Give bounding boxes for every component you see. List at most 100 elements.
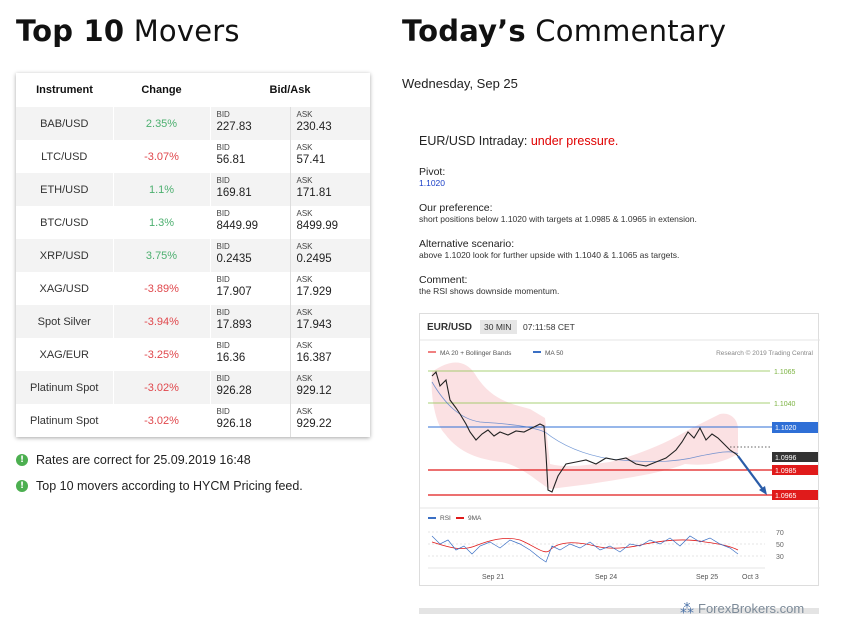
change-cell: -3.07% <box>113 140 211 173</box>
ask-cell: ASK 230.43 <box>290 107 370 140</box>
alternative-text: above 1.1020 look for further upside wit… <box>419 250 680 260</box>
chart-scrollbar <box>419 608 819 614</box>
table-row: XRP/USD 3.75% BID 0.2435 ASK 0.2495 <box>16 239 370 272</box>
bid-value: 926.28 <box>216 384 252 397</box>
instrument-cell: Platinum Spot <box>16 371 114 404</box>
rsi-level-50: 50 <box>776 542 784 549</box>
column-header-change: Change <box>113 73 210 107</box>
forexbrokers-logo-icon: ⁂ <box>680 600 694 616</box>
bid-cell: BID 926.28 <box>210 371 291 404</box>
rsi-ma-line <box>431 538 739 553</box>
change-cell: 2.35% <box>113 107 211 140</box>
table-row: Spot Silver -3.94% BID 17.893 ASK 17.943 <box>16 305 370 338</box>
bid-label: BID <box>216 175 230 185</box>
bid-cell: BID 16.36 <box>210 338 291 371</box>
current-price-label: 1.0996 <box>775 455 797 462</box>
bid-value: 0.2435 <box>216 252 252 265</box>
bid-cell: BID 926.18 <box>210 404 291 437</box>
x-label-oct3: Oct 3 <box>742 574 759 581</box>
bid-value: 56.81 <box>216 153 246 166</box>
rates-note-text: Rates are correct for 25.09.2019 16:48 <box>36 453 251 467</box>
ask-value: 57.41 <box>296 153 326 166</box>
instrument-cell: Spot Silver <box>16 305 114 338</box>
chart-svg: EUR/USD 30 MIN 07:11:58 CET MA 20 + Boll… <box>420 320 820 581</box>
bid-label: BID <box>216 340 230 350</box>
timeframe-badge <box>480 320 517 334</box>
ask-cell: ASK 171.81 <box>290 173 370 206</box>
ask-label: ASK <box>296 241 313 251</box>
change-cell: -3.02% <box>113 404 211 437</box>
bid-label: BID <box>216 274 230 284</box>
commentary-body: EUR/USD Intraday: under pressure. Pivot:… <box>419 134 819 297</box>
bid-cell: BID 17.907 <box>210 272 291 305</box>
change-cell: 1.1% <box>113 173 211 206</box>
ask-cell: ASK 0.2495 <box>290 239 370 272</box>
comment-label: Comment: <box>419 274 468 286</box>
column-header-instrument: Instrument <box>16 73 113 107</box>
preference-label: Our preference: <box>419 202 493 214</box>
price-line <box>431 370 739 493</box>
ask-cell: ASK 8499.99 <box>290 206 370 239</box>
chart-symbol: EUR/USD <box>427 322 472 333</box>
ask-label: ASK <box>296 175 313 185</box>
rsi-level-70: 70 <box>776 530 784 537</box>
bid-label: BID <box>216 241 230 251</box>
column-header-bid-ask: Bid/Ask <box>210 73 370 107</box>
forecast-arrow <box>737 455 765 492</box>
ask-value: 929.22 <box>296 417 332 430</box>
pivot-tag-label: 1.1020 <box>775 425 797 432</box>
forexbrokers-logo: ⁂ ForexBrokers.com <box>680 600 805 616</box>
source-note-text: Top 10 movers according to HYCM Pricing … <box>36 479 303 493</box>
forecast-arrow-head <box>759 486 767 495</box>
pivot-label: Pivot: <box>419 166 446 178</box>
instrument-cell: BTC/USD <box>16 206 114 239</box>
target-1-tag <box>772 465 818 475</box>
bid-cell: BID 169.81 <box>210 173 291 206</box>
ask-cell: ASK 17.929 <box>290 272 370 305</box>
preference-text: short positions below 1.1020 with target… <box>419 214 697 224</box>
ask-cell: ASK 57.41 <box>290 140 370 173</box>
table-row: Platinum Spot -3.02% BID 926.18 ASK 929.22 <box>16 404 370 437</box>
x-label-sep24: Sep 24 <box>595 574 617 581</box>
ask-value: 171.81 <box>296 186 332 199</box>
current-price-tag <box>772 452 818 462</box>
ask-cell: ASK 929.22 <box>290 404 370 437</box>
pivot-tag <box>772 422 818 433</box>
target-2-label: 1.0965 <box>775 493 797 500</box>
eurusd-chart: EUR/USD 30 MIN 07:11:58 CET MA 20 + Boll… <box>419 313 820 586</box>
change-cell: -3.94% <box>113 305 211 338</box>
bid-cell: BID 56.81 <box>210 140 291 173</box>
bid-label: BID <box>216 142 230 152</box>
x-label-sep25: Sep 25 <box>696 574 718 581</box>
ask-value: 17.943 <box>296 318 332 331</box>
commentary-heading: Today’s Commentary <box>402 14 727 48</box>
rsi-legend: RSI <box>440 515 451 522</box>
ask-value: 17.929 <box>296 285 332 298</box>
table-row: XAG/USD -3.89% BID 17.907 ASK 17.929 <box>16 272 370 305</box>
change-cell: -3.25% <box>113 338 211 371</box>
target-2-tag <box>772 490 818 500</box>
bid-cell: BID 17.893 <box>210 305 291 338</box>
table-row: LTC/USD -3.07% BID 56.81 ASK 57.41 <box>16 140 370 173</box>
table-row: ETH/USD 1.1% BID 169.81 ASK 171.81 <box>16 173 370 206</box>
level-1065-label: 1.1065 <box>774 369 796 376</box>
ask-label: ASK <box>296 307 313 317</box>
bid-cell: BID 8449.99 <box>210 206 291 239</box>
level-1040-label: 1.1040 <box>774 401 796 408</box>
table-row: BAB/USD 2.35% BID 227.83 ASK 230.43 <box>16 107 370 140</box>
ask-label: ASK <box>296 109 313 119</box>
bid-label: BID <box>216 373 230 383</box>
change-cell: 3.75% <box>113 239 211 272</box>
rates-note: ! Rates are correct for 25.09.2019 16:48 <box>16 453 251 467</box>
instrument-cell: XAG/USD <box>16 272 114 305</box>
table-row: XAG/EUR -3.25% BID 16.36 ASK 16.387 <box>16 338 370 371</box>
bid-cell: BID 227.83 <box>210 107 291 140</box>
commentary-title-highlight: under pressure. <box>530 134 619 148</box>
change-cell: -3.89% <box>113 272 211 305</box>
ask-value: 0.2495 <box>296 252 332 265</box>
instrument-cell: BAB/USD <box>16 107 114 140</box>
movers-table: Instrument Change Bid/Ask BAB/USD 2.35% BI… <box>16 73 370 437</box>
exclamation-icon: ! <box>16 480 28 492</box>
chart-credit: Research © 2019 Trading Central <box>716 349 813 357</box>
bid-value: 926.18 <box>216 417 252 430</box>
